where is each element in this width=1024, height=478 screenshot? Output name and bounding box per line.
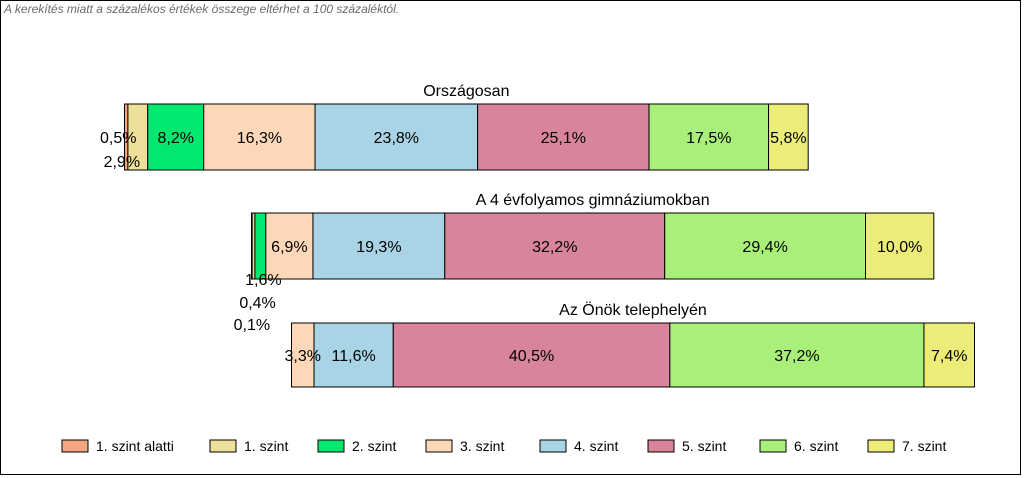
group-title: Az Önök telephelyén (559, 301, 707, 319)
legend-label: 5. szint (682, 438, 726, 454)
data-label: 16,3% (237, 130, 282, 147)
bar-segment (312, 212, 446, 280)
legend-label: 1. szint alatti (96, 438, 174, 454)
data-label: 23,8% (374, 130, 419, 147)
bar-segment (147, 103, 205, 171)
group-title: A 4 évfolyamos gimnáziumokban (476, 192, 710, 209)
legend-label: 3. szint (460, 438, 504, 454)
bar-segment (477, 103, 650, 171)
data-label: 25,1% (541, 130, 586, 147)
legend-swatch (647, 439, 675, 453)
data-label: 5,8% (770, 130, 806, 147)
bar-segment (265, 212, 314, 280)
legend-swatch (61, 439, 89, 453)
data-label: 3,3% (285, 348, 321, 365)
data-label: 11,6% (332, 348, 376, 365)
legend-swatch (539, 439, 567, 453)
legend-label: 7. szint (902, 438, 946, 454)
bar-segment (444, 212, 666, 280)
data-label: 7,4% (931, 348, 967, 365)
bar-segment (923, 322, 976, 388)
legend-swatch (425, 439, 453, 453)
data-label: 2,9% (104, 154, 140, 171)
legend-label: 4. szint (574, 438, 618, 454)
bar-segment (768, 103, 809, 171)
data-label: 37,2% (774, 348, 819, 365)
data-label: 6,9% (271, 239, 307, 256)
bar-segment (392, 322, 671, 388)
data-label: 8,2% (157, 130, 193, 147)
legend-swatch (317, 439, 345, 453)
data-label: 0,5% (100, 130, 136, 147)
data-label: 1,6% (245, 272, 281, 289)
data-label: 0,1% (234, 317, 270, 334)
data-label: 40,5% (509, 348, 554, 365)
data-label: 10,0% (877, 239, 922, 256)
bar-segment (648, 103, 770, 171)
bar-segment (254, 212, 267, 280)
legend-swatch (867, 439, 895, 453)
bar-segment (203, 103, 316, 171)
data-label: 19,3% (356, 239, 401, 256)
rounding-note: A kerekítés miatt a százalékos értékek ö… (4, 2, 400, 16)
data-label: 17,5% (686, 130, 731, 147)
data-label: 29,4% (742, 239, 787, 256)
legend-label: 2. szint (352, 438, 396, 454)
legend-label: 1. szint (244, 438, 288, 454)
data-label: 0,4% (239, 295, 275, 312)
data-label: 32,2% (532, 239, 577, 256)
bar-segment (664, 212, 867, 280)
legend-label: 6. szint (794, 438, 838, 454)
legend-swatch (759, 439, 787, 453)
group-title: Országosan (423, 83, 509, 100)
bar-segment (865, 212, 935, 280)
legend-swatch (209, 439, 237, 453)
